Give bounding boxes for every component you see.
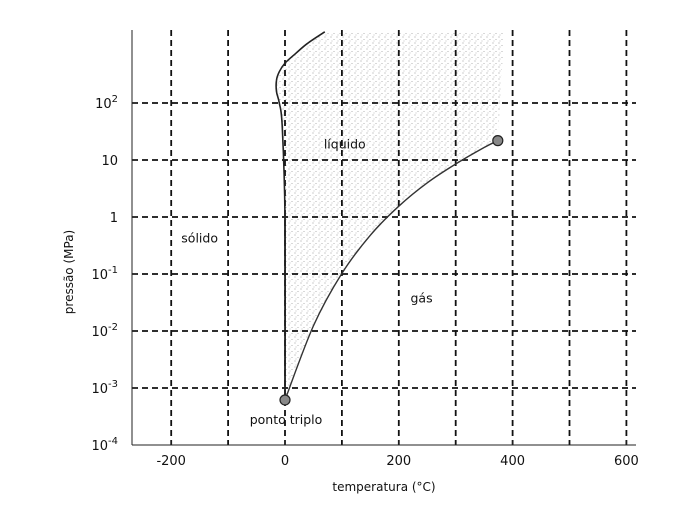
vaporization-curve: [284, 139, 499, 401]
phase-curves: [275, 31, 499, 401]
x-tick-label: 400: [500, 454, 525, 469]
y-tick-label: 10: [101, 154, 118, 169]
critical-point-marker: [492, 135, 504, 147]
y-tick-label: 10-3: [91, 379, 118, 397]
region-labels: sólido líquido gás: [181, 137, 432, 306]
fusion-curve: [275, 31, 326, 401]
region-label: líquido: [324, 137, 366, 152]
x-tick-label: -200: [156, 454, 186, 469]
tick-labels: -200 0 200 400 600 10-4 10-3 10-2 10-1 1 10 102: [91, 94, 638, 469]
y-tick-label: 1: [110, 211, 118, 226]
x-tick-label: 200: [386, 454, 411, 469]
x-tick-label: 600: [614, 454, 639, 469]
x-tick-label: 0: [281, 454, 289, 469]
region-label: sólido: [181, 231, 218, 246]
region-label: gás: [411, 291, 433, 306]
y-tick-label: 10-4: [91, 436, 118, 454]
special-points: [279, 135, 504, 406]
liquid-region-fill: [276, 31, 505, 401]
y-tick-label: 10-2: [91, 322, 118, 340]
x-axis-label: temperatura (°C): [332, 480, 435, 494]
triple-point-marker: [279, 394, 291, 406]
axes: [131, 30, 636, 446]
y-axis-label: pressão (MPa): [62, 230, 76, 314]
triple-point-annotation: ponto triplo: [250, 412, 323, 427]
y-tick-label: 10-1: [91, 265, 118, 283]
y-tick-label: 102: [95, 94, 118, 112]
